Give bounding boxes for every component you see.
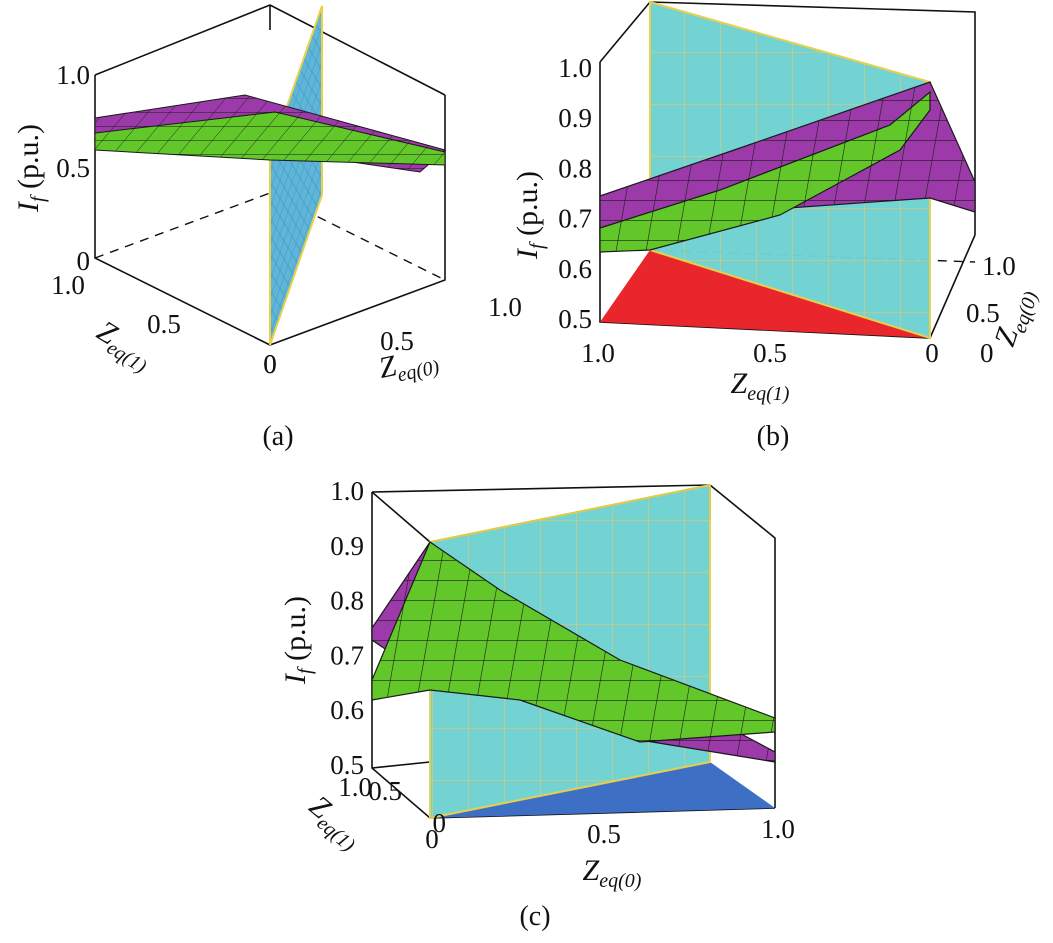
panel-c-region: [430, 762, 775, 818]
panel-a-x-ticks: 0 0.5 1.0: [51, 270, 277, 379]
panel-c-ticks: 0.50.60.70.80.91.0 0 0.5 1.0 00.51.0: [330, 476, 795, 854]
panel-a-ticks: 0 0.5 1.0 0 0.5 1.0 0 0.5 1.0: [51, 60, 522, 379]
panel-a-cross-plane: [269, 5, 323, 346]
panel-c-y-tick: 1.0: [338, 772, 372, 802]
panel-c-x-tick: 1.0: [761, 814, 795, 844]
panel-b-z-tick: 0.5: [558, 304, 592, 334]
panel-b-caption: (b): [757, 421, 790, 452]
panel-c-z-tick: 0.8: [330, 586, 364, 616]
panel-a-z-ticks: 0 0.5 1.0: [56, 60, 90, 276]
panel-b-x-label: Zeq(1): [731, 367, 790, 405]
panel-b-x-tick: 1.0: [581, 338, 615, 368]
panel-a-z-label: If (p.u.): [12, 124, 49, 213]
panel-a-z-tick: 1.0: [56, 60, 90, 90]
panel-c-z-tick: 0.9: [330, 531, 364, 561]
panel-c: 0.50.60.70.80.91.0 0 0.5 1.0 00.51.0 If (p…: [279, 476, 795, 932]
panel-a-surface-green: [94, 111, 446, 166]
panel-a-x-tick: 0.5: [147, 309, 181, 339]
panel-a-x-tick: 0: [263, 349, 277, 379]
panel-b-x-ticks: 1.0 0.5 0: [581, 338, 939, 368]
panel-b: 0.5 0.6 0.7 0.8 0.9 1.0 1.0 0.5 0 0 0.5 1.0 If (p…: [511, 0, 1043, 452]
panel-c-z-tick: 1.0: [330, 476, 364, 506]
panel-b-z-tick: 0.8: [558, 153, 592, 183]
panel-b-y-tick: 0: [980, 338, 994, 368]
panel-b-y-tick: 0.5: [966, 298, 1000, 328]
panel-c-z-tick: 0.5: [330, 750, 364, 780]
panel-a-z-tick: 0.5: [56, 153, 90, 183]
panel-b-z-tick: 0.6: [558, 254, 592, 284]
panel-a-y-ticks: 0 0.5 1.0: [263, 292, 522, 379]
panel-a: 00.51.0 00.51.0 00.51.0 If (p.u.) Zeq(1)…: [12, 4, 522, 452]
panel-b-z-ticks: 0.5 0.6 0.7 0.8 0.9 1.0: [558, 53, 592, 334]
panel-b-x-tick: 0.5: [753, 338, 787, 368]
panel-b-x-tick: 0: [925, 338, 939, 368]
panel-a-y-tick: 0.5: [380, 326, 414, 356]
panel-b-surface-green: [599, 90, 931, 253]
panel-a-y-tick: 0: [263, 349, 277, 379]
panel-c-y-tick: 0: [433, 808, 447, 838]
panel-a-y-tick: 1.0: [488, 292, 522, 322]
panel-b-y-ticks: 0 0.5 1.0: [966, 251, 1016, 368]
panel-b-z-tick: 1.0: [558, 53, 592, 83]
panel-c-z-ticks: 0.5 0.6 0.7 0.8 0.9 1.0: [330, 476, 364, 780]
panel-b-z-label: If (p.u.): [511, 171, 548, 260]
panel-c-z-tick: 0.6: [330, 695, 364, 725]
panel-a-x-tick: 1.0: [51, 270, 85, 300]
panel-c-x-tick: 0: [425, 824, 439, 854]
panel-c-x-tick: 0.5: [587, 819, 621, 849]
panel-c-y-tick: 0.5: [368, 776, 402, 806]
panel-c-x-label: Zeq(0): [583, 854, 642, 892]
panel-a-caption: (a): [262, 421, 293, 452]
panel-b-z-tick: 0.7: [558, 204, 592, 234]
panel-c-surface-green: [371, 541, 776, 743]
panel-c-z-tick: 0.7: [330, 640, 364, 670]
panel-c-caption: (c): [519, 901, 550, 932]
panel-b-z-tick: 0.9: [558, 103, 592, 133]
panel-b-region: [600, 250, 930, 338]
panel-c-z-label: If (p.u.): [279, 596, 316, 685]
panel-c-x-ticks: 0 0.5 1.0: [425, 814, 795, 854]
panel-b-y-tick: 1.0: [982, 251, 1016, 281]
panel-a-z-tick: 0: [77, 246, 91, 276]
panel-c-y-ticks: 0 0.51.0: [338, 772, 446, 838]
panel-b-ticks: 0.5 0.6 0.7 0.8 0.9 1.0 1.0 0.5 0 0 0.5 1.0: [558, 53, 1016, 368]
